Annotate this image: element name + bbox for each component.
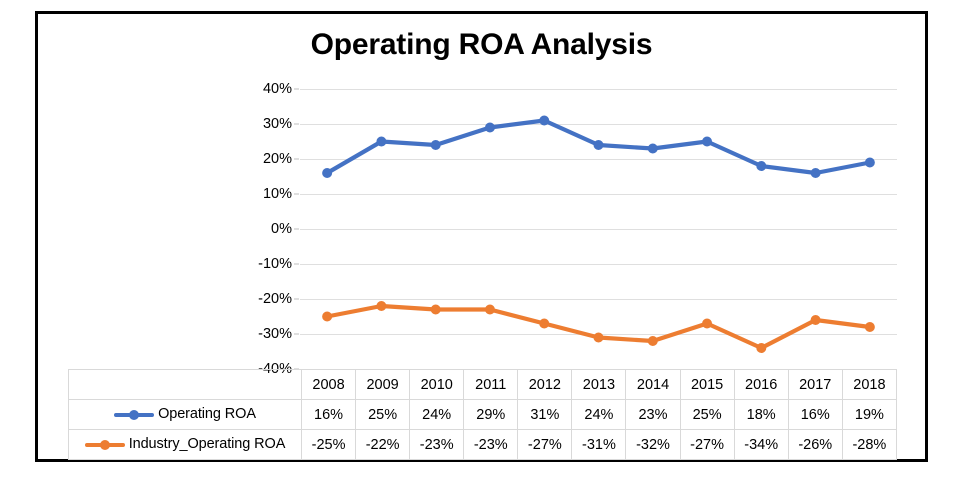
table-cell: 29% [463,399,519,430]
y-axis-tick-label: 20% [262,151,292,167]
legend-marker-icon [84,439,125,450]
gridline [300,229,897,230]
table-cell: -26% [787,429,843,460]
page-title: Operating ROA Analysis [310,28,653,61]
table-header-year: 2008 [300,369,357,400]
data-point-marker [702,136,713,147]
chart-container: Operating ROA Analysis 40% 30% 20% 10% 0% -10… [35,11,928,462]
legend-dot-icon [99,439,110,450]
y-axis-tick-label: 30% [262,116,292,132]
y-axis-tick-label: -10% [258,256,292,272]
data-point-marker [810,315,821,325]
data-point-marker [539,318,550,329]
gridline [300,159,897,160]
table-cell: 25% [679,399,735,430]
table-header-year: 2013 [571,369,627,400]
plot-region [300,89,897,384]
data-point-marker [484,122,495,133]
data-table: 2008 2009 2010 2011 2012 2013 2014 2015 2016 2017… [68,369,898,460]
table-cell: 25% [355,399,411,430]
data-point-marker [864,157,875,168]
data-point-marker [322,311,333,322]
legend-entry[interactable]: Operating ROA [68,399,302,430]
table-header-year: 2012 [517,369,573,400]
table-cell: -23% [463,429,519,460]
data-point-marker [810,168,821,178]
y-axis-tick-mark [294,333,299,335]
table-header-year: 2011 [463,369,519,400]
y-axis-tick-mark [294,193,299,195]
data-point-marker [430,140,441,150]
table-header-year: 2014 [625,369,681,400]
table-cell: 23% [625,399,681,430]
data-point-marker [376,136,387,147]
table-header-year: 2009 [355,369,411,400]
table-header-year: 2016 [733,369,789,400]
y-axis-tick-mark [294,263,299,265]
table-cell: 24% [571,399,627,430]
table-row: Industry_Operating ROA -25% -22% -23% -23% -2… [68,429,898,460]
table-cell: -31% [571,429,627,460]
y-axis-tick-mark [294,123,299,125]
gridline [300,299,897,300]
table-cell: 18% [733,399,789,430]
series-layer [322,115,875,353]
y-axis-tick-label: 0% [271,221,292,237]
table-row: Operating ROA 16% 25% 24% 29% 31% 24% 23% 25% 18%… [68,399,898,430]
y-axis-tick-mark [294,298,299,300]
table-cell: 16% [787,399,843,430]
y-axis-tick-mark [294,158,299,160]
data-point-marker [376,301,387,311]
data-point-marker [647,336,658,346]
data-point-marker [756,161,767,171]
table-header-year: 2018 [841,369,898,400]
y-axis-tick-mark [294,228,299,230]
legend-label: Industry_Operating ROA [128,436,286,453]
table-cell: -22% [355,429,411,460]
legend-label: Operating ROA [158,406,256,423]
data-point-marker [702,318,713,329]
table-cell: -25% [300,429,357,460]
table-header-year: 2010 [409,369,465,400]
table-header-year: 2017 [787,369,843,400]
data-point-marker [756,343,767,353]
y-axis-tick-label: 10% [262,186,292,202]
legend-marker-icon [114,409,155,420]
table-cell: 31% [517,399,573,430]
table-cell: -34% [733,429,789,460]
gridline [300,89,897,90]
gridline [300,124,897,125]
legend-dot-icon [129,409,140,420]
data-point-marker [322,168,333,178]
table-cell: -23% [409,429,465,460]
y-axis: 40% 30% 20% 10% 0% -10% -20% -30% -40% [220,81,299,384]
table-cell: -27% [679,429,735,460]
y-axis-tick-label: -30% [258,326,292,342]
data-point-marker [864,322,875,332]
y-axis-tick-label: 40% [262,81,292,97]
legend-entry[interactable]: Industry_Operating ROA [68,429,302,460]
gridline [300,194,897,195]
table-cell: -27% [517,429,573,460]
data-point-marker [484,304,495,315]
y-axis-tick-mark [294,88,299,90]
table-cell: -32% [625,429,681,460]
data-point-marker [593,332,604,343]
legend-corner [68,369,302,400]
data-table-container: 2008 2009 2010 2011 2012 2013 2014 2015 2016 2017… [68,369,898,460]
table-cell: 16% [300,399,357,430]
table-cell: -28% [841,429,898,460]
data-point-marker [430,304,441,315]
data-point-marker [593,140,604,150]
data-point-marker [647,143,658,154]
table-cell: 24% [409,399,465,430]
table-cell: 19% [841,399,898,430]
data-point-marker [539,115,550,126]
y-axis-tick-label: -20% [258,291,292,307]
gridline [300,264,897,265]
table-header-row: 2008 2009 2010 2011 2012 2013 2014 2015 2016 2017… [68,369,898,400]
table-header-year: 2015 [679,369,735,400]
